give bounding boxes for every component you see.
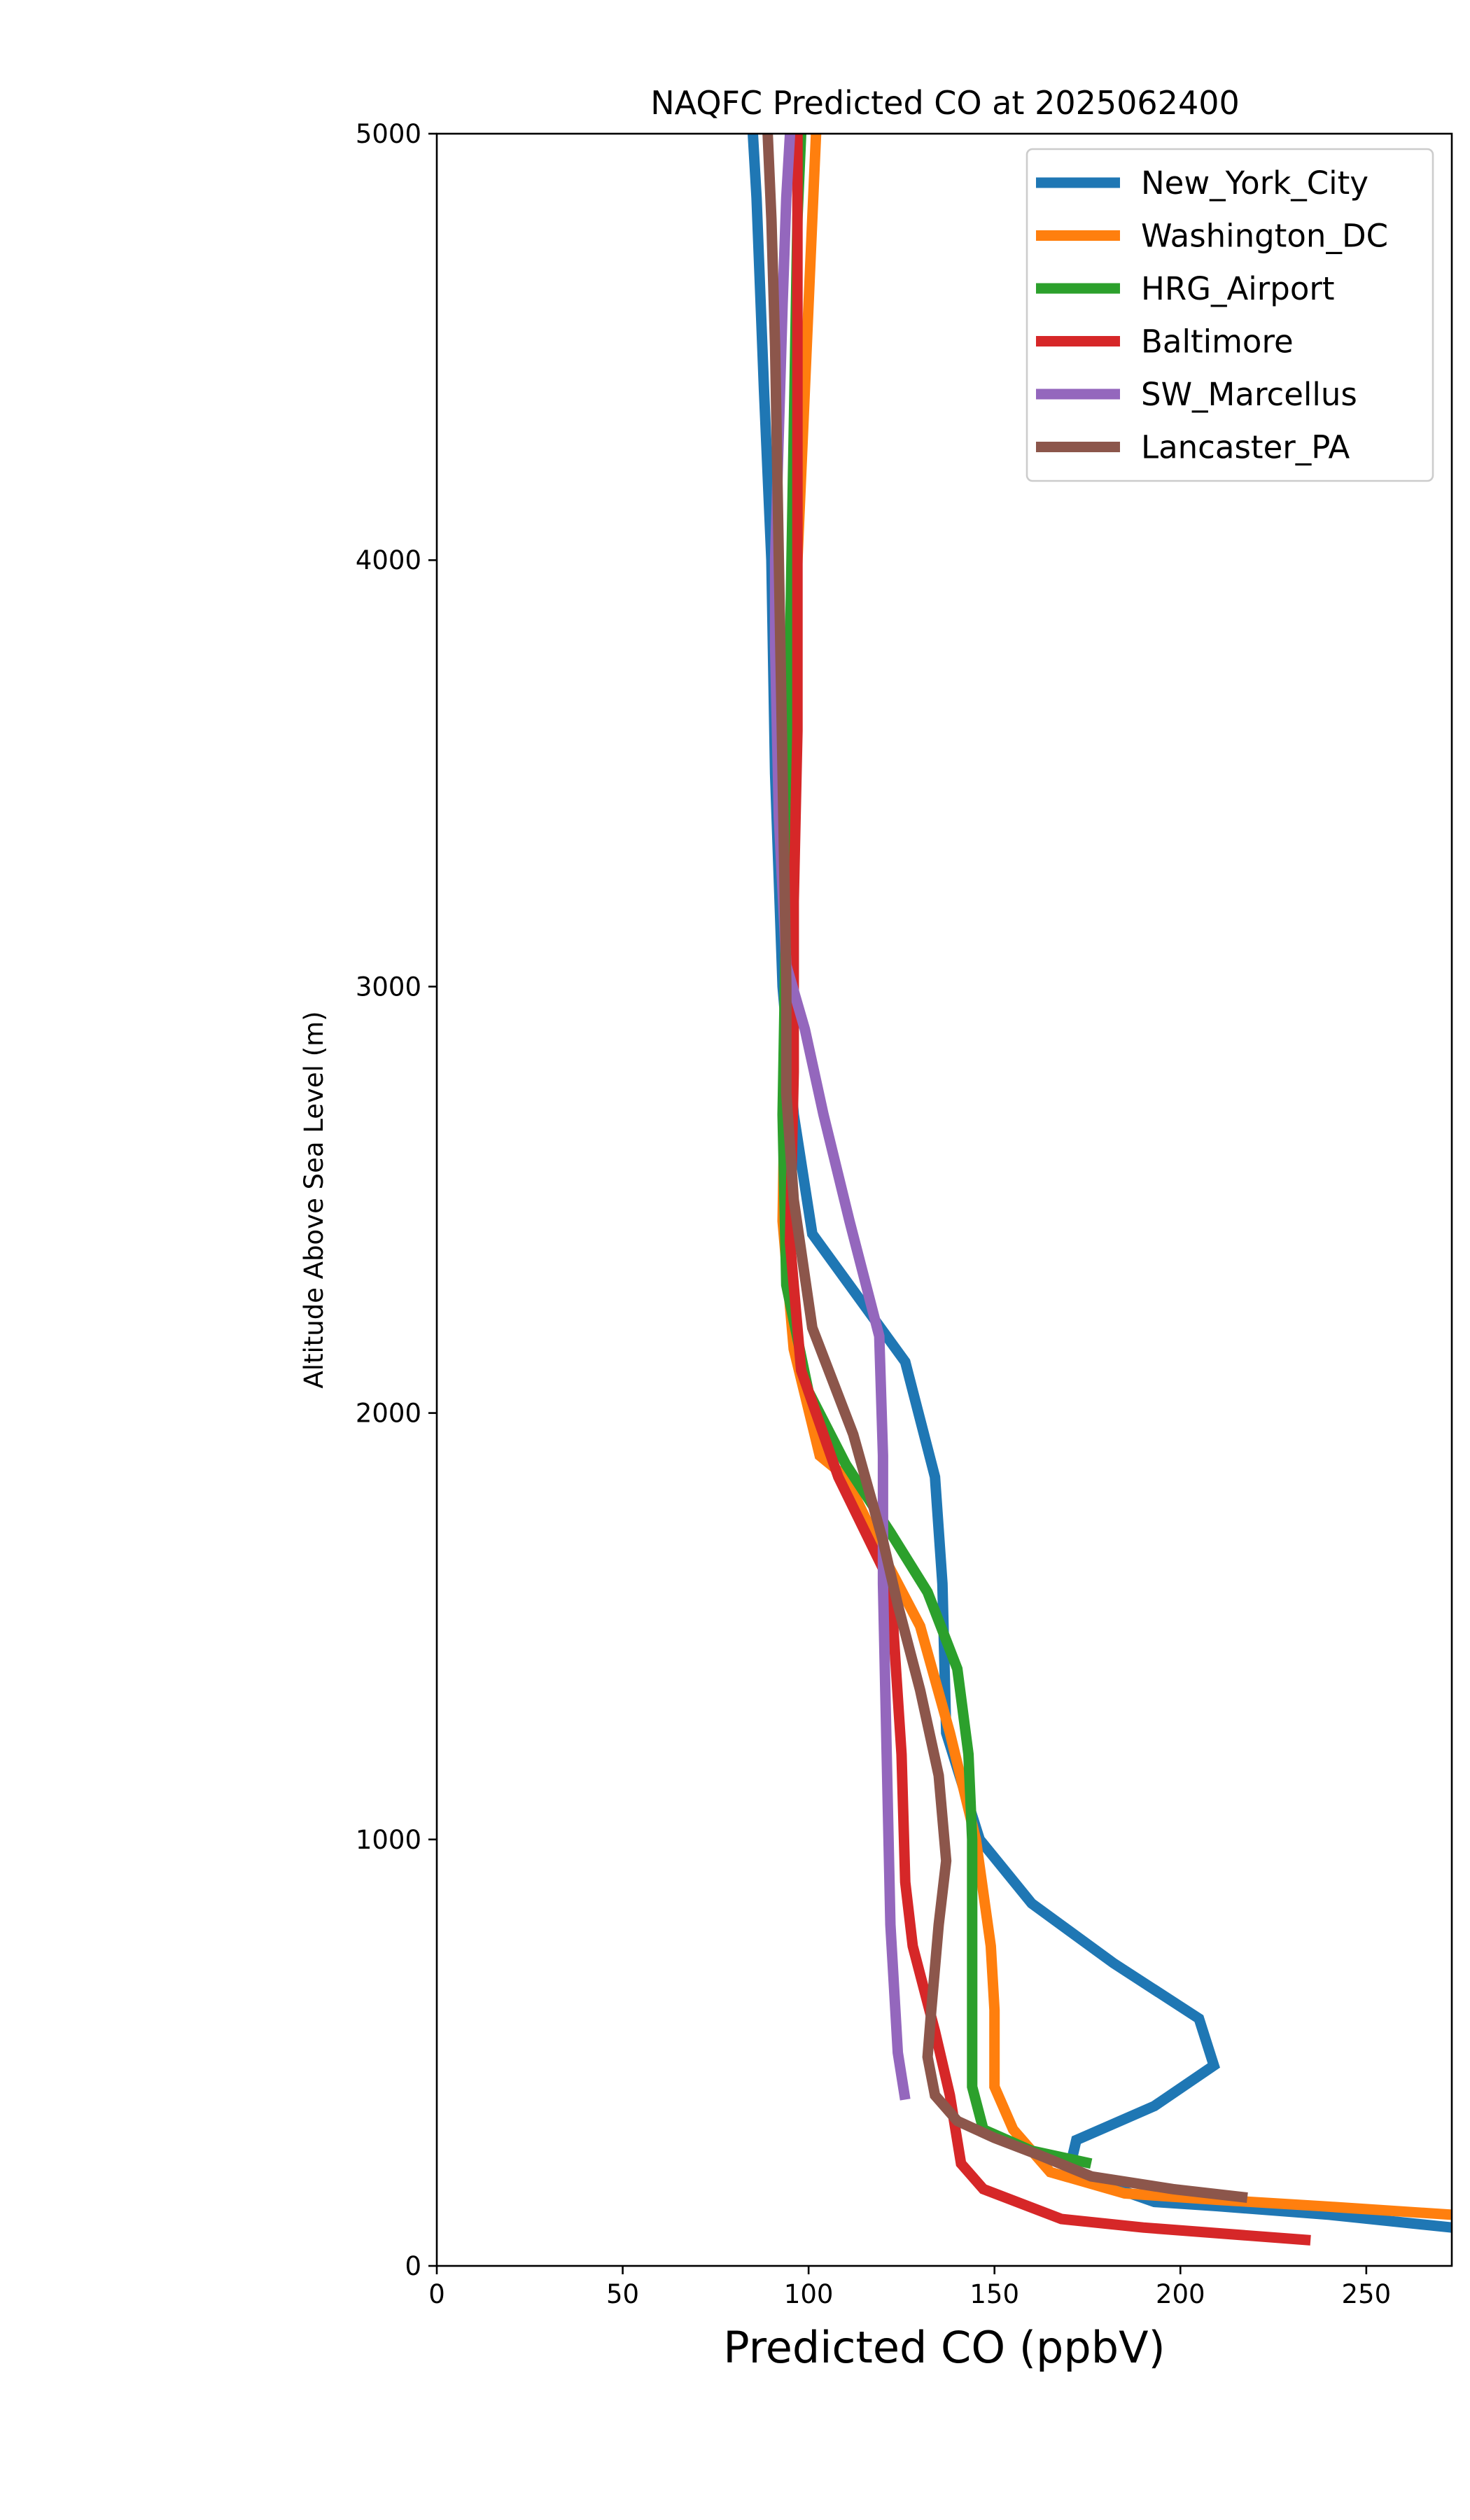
x-tick-label: 200 xyxy=(1156,2279,1205,2309)
series-line-hrg-airport xyxy=(777,134,1093,2169)
y-tick-label: 0 xyxy=(405,2251,421,2281)
y-axis: 0 1000 2000 3000 4000 5000 xyxy=(356,119,437,2281)
x-tick-label: 150 xyxy=(969,2279,1019,2309)
series-line-lancaster-pa xyxy=(762,134,1248,2203)
x-tick-label: 50 xyxy=(606,2279,639,2309)
chart-title: NAQFC Predicted CO at 2025062400 xyxy=(650,84,1240,122)
legend: New_York_City Washington_DC HRG_Airport Bal… xyxy=(1026,148,1434,482)
y-tick-label: 1000 xyxy=(356,1825,421,1855)
legend-label-new-york-city: New_York_City xyxy=(1141,164,1368,202)
legend-label-washington-dc: Washington_DC xyxy=(1141,218,1388,255)
y-tick-label: 5000 xyxy=(356,119,421,149)
legend-label-hrg-airport: HRG_Airport xyxy=(1141,270,1335,307)
y-tick-label: 3000 xyxy=(356,972,421,1002)
series-line-baltimore xyxy=(785,134,1311,2246)
x-tick-label: 250 xyxy=(1342,2279,1392,2309)
x-axis-label: Predicted CO (ppbV) xyxy=(723,2322,1165,2373)
x-tick-label: 0 xyxy=(428,2279,445,2309)
series-layer xyxy=(748,134,1452,2246)
legend-label-baltimore: Baltimore xyxy=(1141,323,1294,360)
legend-entries: New_York_City Washington_DC HRG_Airport Bal… xyxy=(1036,164,1388,466)
legend-box xyxy=(1026,148,1434,482)
y-tick-label: 2000 xyxy=(356,1399,421,1429)
legend-label-lancaster-pa: Lancaster_PA xyxy=(1141,429,1350,466)
x-tick-label: 100 xyxy=(784,2279,834,2309)
y-tick-label: 4000 xyxy=(356,545,421,575)
x-axis: 0 50 100 150 200 250 xyxy=(428,2266,1391,2309)
plot-frame xyxy=(435,132,1453,2267)
legend-label-sw-marcellus: SW_Marcellus xyxy=(1141,376,1357,413)
y-axis-label: Altitude Above Sea Level (m) xyxy=(299,1011,329,1388)
